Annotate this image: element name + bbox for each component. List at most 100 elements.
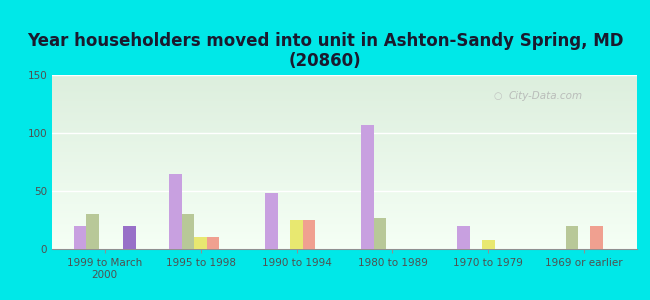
Bar <box>566 226 578 249</box>
Bar <box>482 240 495 249</box>
Bar <box>52 130 637 131</box>
Bar <box>52 147 637 148</box>
Bar <box>52 172 637 173</box>
Bar <box>52 151 637 152</box>
Bar <box>361 125 374 249</box>
Bar <box>52 230 637 231</box>
Bar <box>124 226 136 249</box>
Bar <box>52 159 637 160</box>
Bar <box>52 217 637 218</box>
Bar <box>194 237 207 249</box>
Bar <box>52 119 637 120</box>
Bar <box>52 211 637 212</box>
Bar <box>52 246 637 247</box>
Bar <box>52 221 637 222</box>
Text: ○: ○ <box>494 91 502 101</box>
Bar <box>182 214 194 249</box>
Bar <box>52 101 637 102</box>
Bar <box>52 223 637 224</box>
Bar <box>52 167 637 168</box>
Bar <box>291 220 303 249</box>
Bar <box>52 83 637 84</box>
Bar <box>52 182 637 183</box>
Bar <box>52 80 637 81</box>
Bar <box>52 106 637 107</box>
Bar <box>52 235 637 236</box>
Bar <box>52 190 637 191</box>
Bar <box>52 96 637 97</box>
Bar <box>52 218 637 219</box>
Bar <box>52 175 637 176</box>
Bar <box>52 114 637 115</box>
Bar <box>52 140 637 141</box>
Bar <box>52 98 637 99</box>
Bar <box>52 126 637 127</box>
Bar <box>52 228 637 229</box>
Bar <box>52 102 637 103</box>
Bar <box>52 139 637 140</box>
Bar <box>52 142 637 143</box>
Text: City-Data.com: City-Data.com <box>508 91 582 101</box>
Bar <box>52 244 637 245</box>
Bar <box>52 146 637 147</box>
Bar <box>52 128 637 129</box>
Bar <box>52 163 637 164</box>
Bar <box>52 138 637 139</box>
Bar <box>52 179 637 180</box>
Bar <box>52 90 637 91</box>
Bar <box>52 144 637 145</box>
Bar <box>52 75 637 76</box>
Bar <box>52 180 637 181</box>
Bar <box>374 218 386 249</box>
Bar <box>52 137 637 138</box>
Bar <box>52 184 637 185</box>
Bar <box>52 225 637 226</box>
Bar <box>52 116 637 117</box>
Bar <box>52 189 637 190</box>
Bar <box>52 193 637 194</box>
Bar <box>52 204 637 205</box>
Bar <box>52 141 637 142</box>
Bar <box>52 132 637 133</box>
Bar <box>52 170 637 171</box>
Bar <box>170 174 182 249</box>
Bar <box>52 241 637 242</box>
Bar <box>52 118 637 119</box>
Bar <box>52 127 637 128</box>
Bar <box>52 76 637 77</box>
Bar <box>52 92 637 93</box>
Bar <box>457 226 470 249</box>
Bar <box>52 121 637 122</box>
Bar <box>52 157 637 158</box>
Bar <box>52 219 637 220</box>
Bar <box>52 108 637 109</box>
Bar <box>52 214 637 215</box>
Bar <box>52 176 637 177</box>
Bar <box>52 197 637 198</box>
Bar <box>52 199 637 200</box>
Bar <box>52 178 637 179</box>
Bar <box>52 150 637 151</box>
Bar <box>52 232 637 233</box>
Bar <box>52 234 637 235</box>
Bar <box>52 242 637 243</box>
Bar <box>303 220 315 249</box>
Bar <box>52 173 637 174</box>
Bar <box>52 238 637 239</box>
Bar <box>52 231 637 232</box>
Bar <box>52 156 637 157</box>
Bar <box>52 110 637 111</box>
Bar <box>86 214 99 249</box>
Bar <box>52 191 637 192</box>
Bar <box>52 125 637 126</box>
Bar <box>52 174 637 175</box>
Bar <box>52 203 637 204</box>
Bar <box>52 243 637 244</box>
Bar <box>52 169 637 170</box>
Bar <box>52 133 637 134</box>
Bar <box>52 135 637 136</box>
Bar <box>52 88 637 89</box>
Bar <box>52 104 637 105</box>
Bar <box>52 86 637 87</box>
Bar <box>52 78 637 79</box>
